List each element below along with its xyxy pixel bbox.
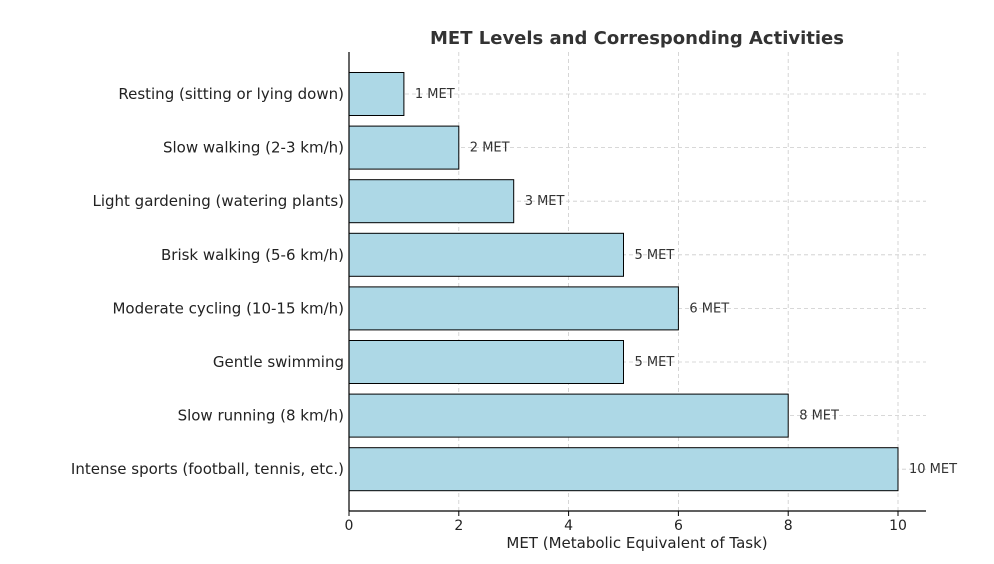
chart-title: MET Levels and Corresponding Activities xyxy=(430,28,844,49)
x-axis-label: MET (Metabolic Equivalent of Task) xyxy=(506,534,767,552)
category-label-3: Brisk walking (5-6 km/h) xyxy=(161,246,344,264)
bar-2 xyxy=(348,179,515,224)
category-label-6: Slow running (8 km/h) xyxy=(178,407,344,425)
x-tick-label-0: 0 xyxy=(345,518,354,534)
bar-5 xyxy=(348,340,624,384)
axes xyxy=(348,52,926,512)
x-tick-label-4: 4 xyxy=(564,518,573,534)
data-label-3: 5 MET xyxy=(635,248,675,263)
data-label-5: 5 MET xyxy=(635,355,675,370)
data-label-2: 3 MET xyxy=(525,194,565,209)
bar-7 xyxy=(348,447,899,492)
data-label-7: 10 MET xyxy=(909,462,957,477)
category-label-5: Gentle swimming xyxy=(213,353,344,371)
category-label-4: Moderate cycling (10-15 km/h) xyxy=(112,299,344,317)
bar-6 xyxy=(348,393,789,438)
bar-3 xyxy=(348,232,624,277)
category-label-2: Light gardening (watering plants) xyxy=(92,192,344,210)
data-label-1: 2 MET xyxy=(470,141,510,156)
category-label-0: Resting (sitting or lying down) xyxy=(118,85,344,103)
x-tick-label-2: 2 xyxy=(454,518,463,534)
bar-1 xyxy=(348,125,460,170)
x-tick-label-10: 10 xyxy=(889,518,907,534)
data-label-4: 6 MET xyxy=(689,301,729,316)
data-label-0: 1 MET xyxy=(415,87,455,102)
category-label-1: Slow walking (2-3 km/h) xyxy=(163,139,344,157)
bar-0 xyxy=(348,72,405,116)
x-tick-label-6: 6 xyxy=(674,518,683,534)
bars xyxy=(348,72,899,492)
category-labels: Resting (sitting or lying down) Slow walk… xyxy=(71,85,344,478)
grid-lines xyxy=(349,52,926,511)
data-label-6: 8 MET xyxy=(799,409,839,424)
category-label-7: Intense sports (football, tennis, etc.) xyxy=(71,460,344,478)
x-tick-labels: 0 2 4 6 8 10 xyxy=(345,511,907,534)
bar-4 xyxy=(348,286,679,331)
data-labels: 1 MET 2 MET 3 MET 5 MET 6 MET 5 MET 8 MET 10 ME… xyxy=(415,87,957,477)
x-tick-label-8: 8 xyxy=(784,518,793,534)
